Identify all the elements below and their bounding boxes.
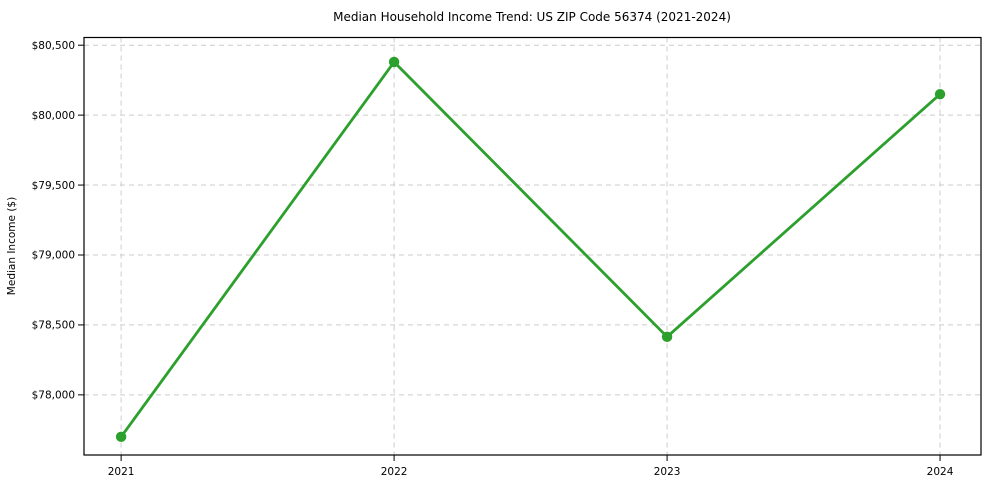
income-trend-line xyxy=(119,60,942,439)
y-tick-label: $80,000 xyxy=(32,110,75,122)
data-point-marker xyxy=(388,56,400,68)
y-tick-label: $79,000 xyxy=(32,250,75,262)
x-tick-label: 2022 xyxy=(381,466,408,478)
chart-title: Median Household Income Trend: US ZIP Co… xyxy=(333,10,731,24)
grid-layer xyxy=(84,37,981,455)
y-tick-label: $80,500 xyxy=(32,40,75,52)
x-tick-label: 2024 xyxy=(927,466,954,478)
y-axis-label: Median Income ($) xyxy=(6,197,18,295)
y-tick-label: $78,000 xyxy=(32,390,75,402)
plot-border xyxy=(83,36,982,456)
data-point-marker xyxy=(934,88,946,100)
y-tick-label: $78,500 xyxy=(32,320,75,332)
data-point-marker xyxy=(661,331,673,343)
series-layer xyxy=(115,56,946,443)
data-point-marker xyxy=(115,431,127,443)
x-tick-label: 2023 xyxy=(654,466,681,478)
y-tick-label: $79,500 xyxy=(32,180,75,192)
x-tick-label: 2021 xyxy=(108,466,135,478)
axis-layer: 2021 2022 2023 2024 $78,000 $78,500 $79,000 $79… xyxy=(32,36,982,478)
